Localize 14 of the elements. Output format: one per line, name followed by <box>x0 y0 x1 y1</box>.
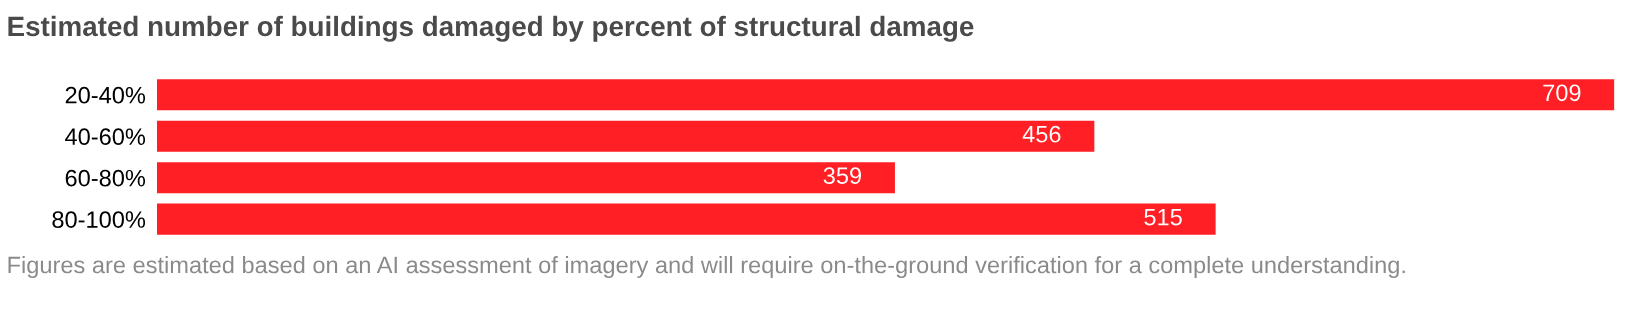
data-label: 709 <box>1543 84 1581 102</box>
text: Figures are estimated based on an AI assessment of imagery and will require on-the-ground verification for a complete understanding. <box>8 255 1405 278</box>
y-tick-label: 80-100% <box>52 211 146 228</box>
data-label: 456 <box>1022 125 1061 143</box>
data-label: 515 <box>1144 209 1182 226</box>
y-tick-label: 20-40% <box>65 86 146 104</box>
bar <box>157 120 1095 152</box>
y-tick-label: 40-60% <box>65 128 146 146</box>
bar <box>157 203 1216 235</box>
bar <box>157 79 1615 111</box>
chart-title: Estimated number of buildings damaged by percent of structural damage <box>8 15 974 42</box>
bar <box>157 162 895 194</box>
y-tick-label: 60-80% <box>65 169 146 187</box>
data-label: 359 <box>823 167 862 185</box>
